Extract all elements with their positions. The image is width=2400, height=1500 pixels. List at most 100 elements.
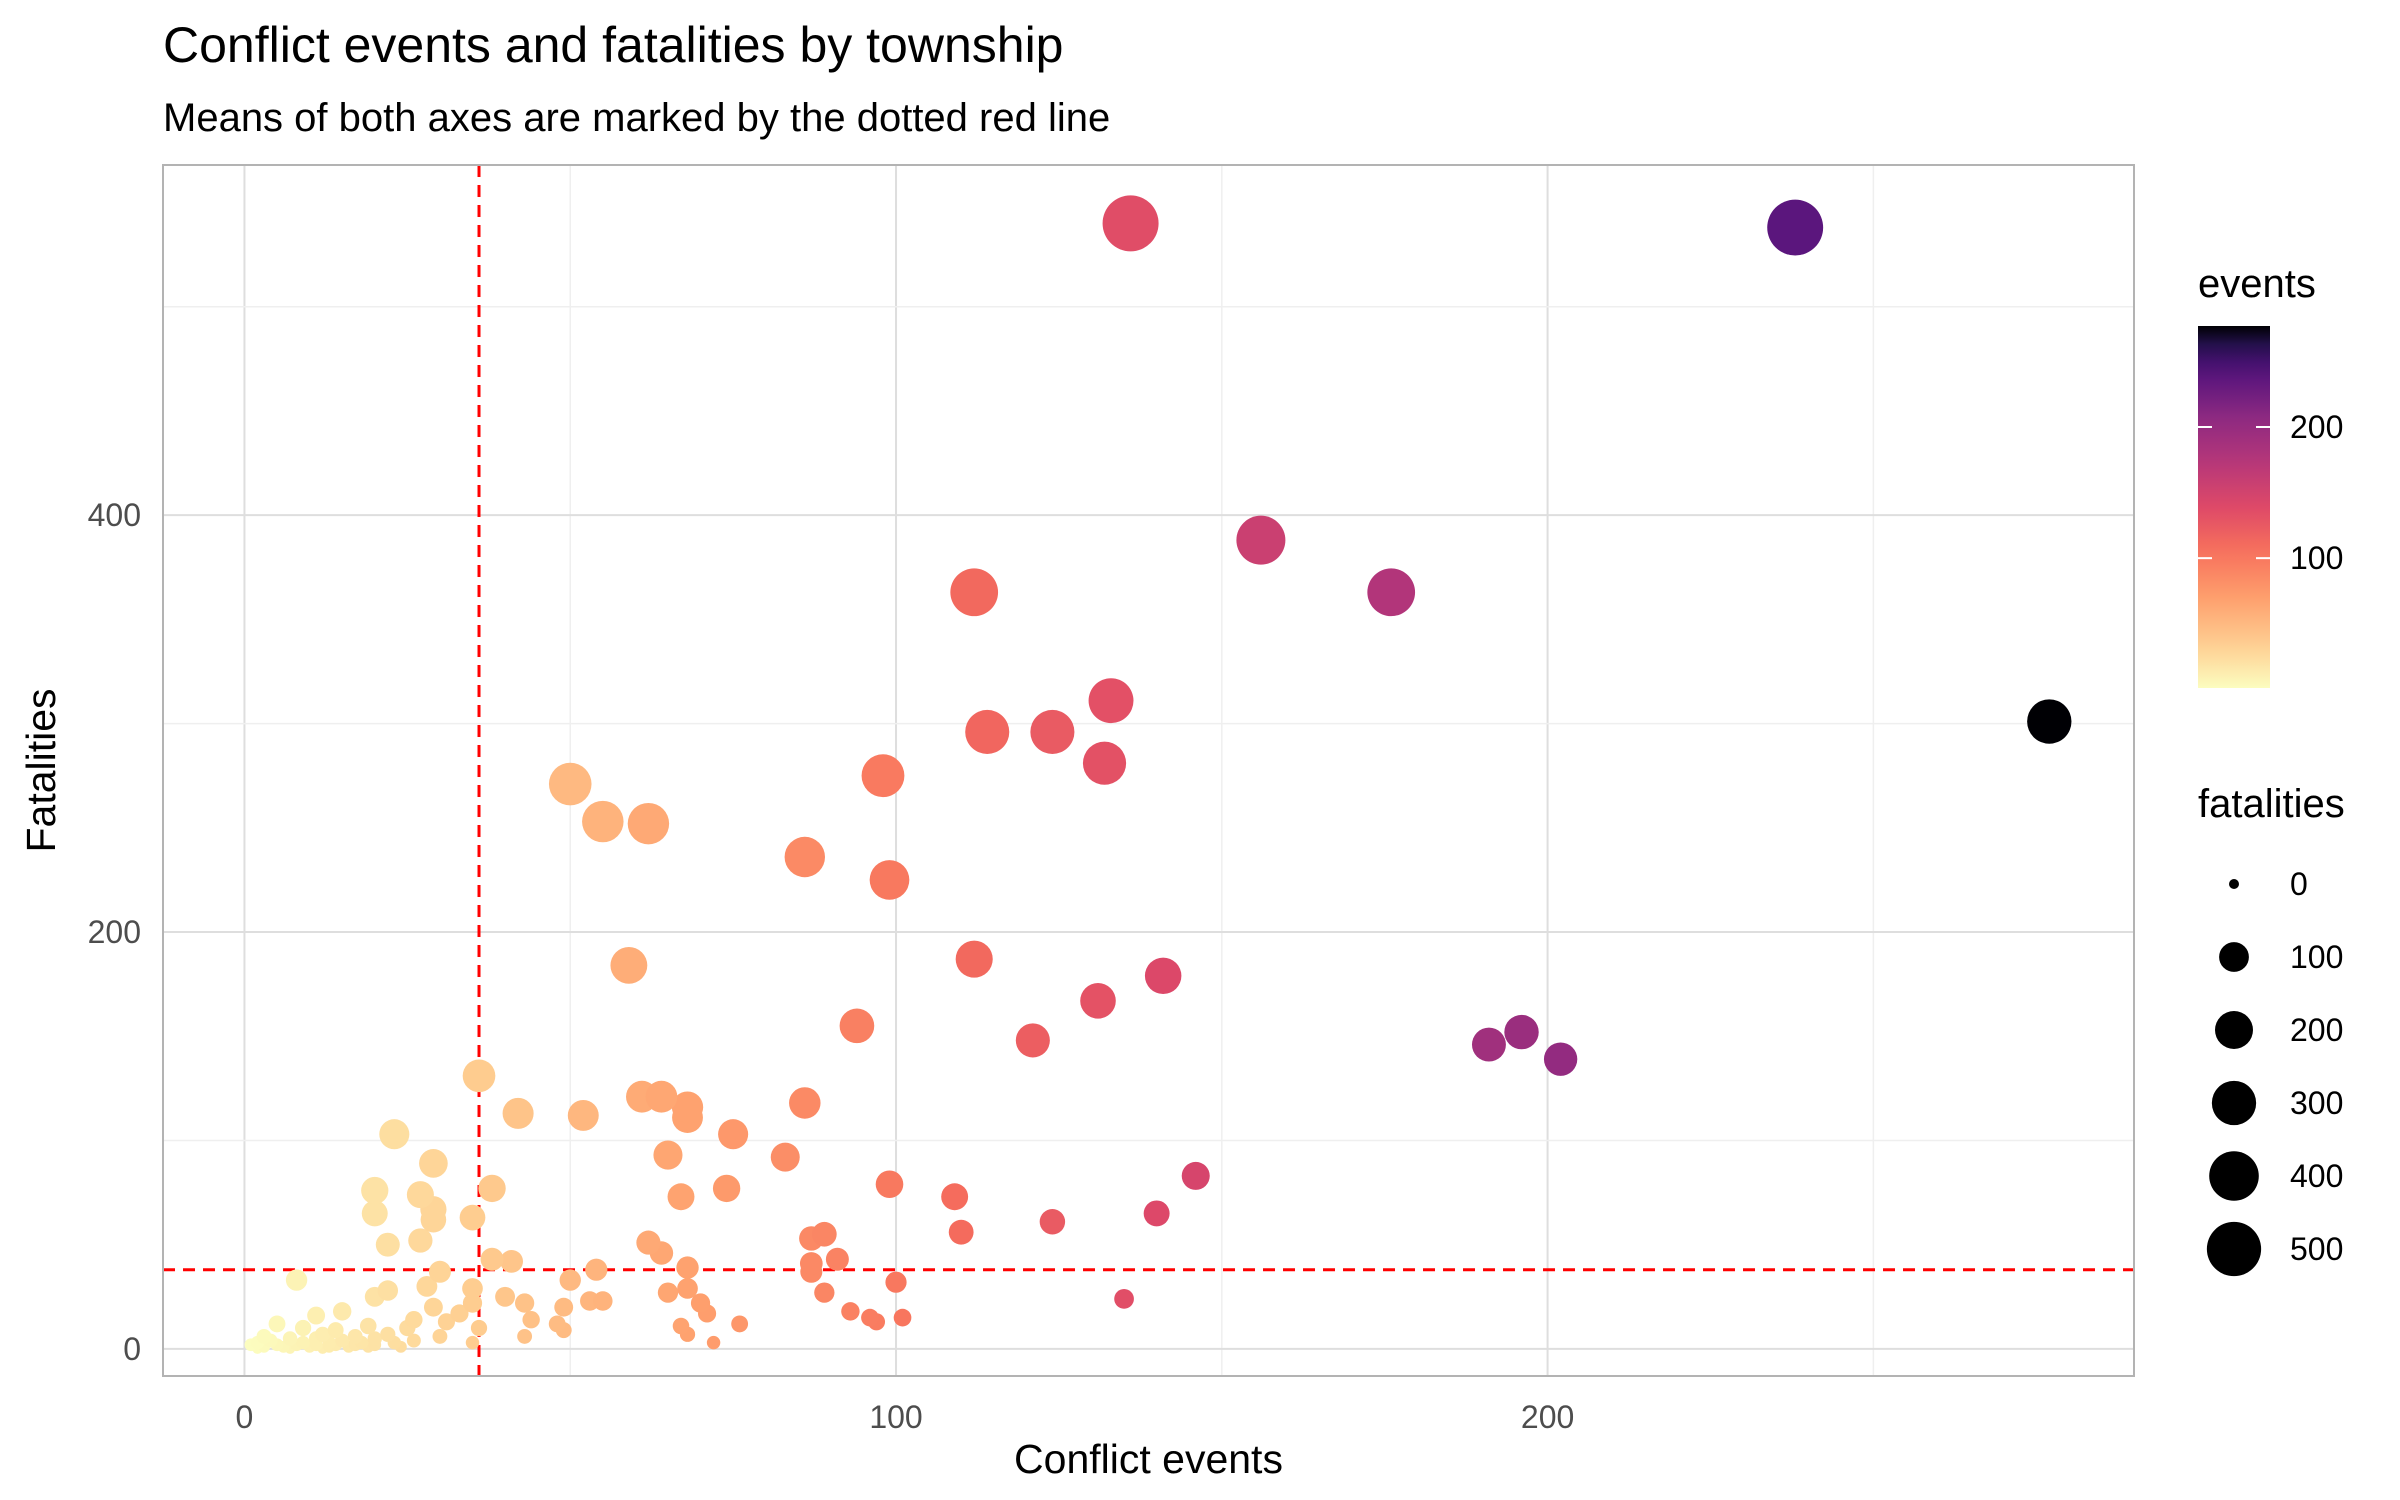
size-legend-title: fatalities [2198,782,2345,826]
data-point [500,1249,524,1273]
data-point [706,1335,721,1350]
data-point [582,800,624,843]
data-point [955,940,993,978]
size-legend-label: 200 [2290,1012,2343,1048]
data-point [965,709,1010,754]
data-point [347,1328,363,1344]
data-point [1367,568,1416,617]
data-point [861,754,905,798]
data-point [1543,1042,1578,1076]
data-point [361,1200,388,1227]
data-point [841,1302,860,1321]
size-legend-label: 400 [2290,1158,2343,1194]
data-point [1030,709,1075,754]
data-point [690,1293,711,1313]
x-tick-label: 200 [1521,1399,1574,1435]
data-point [950,568,999,617]
y-tick-label: 200 [88,914,141,950]
data-point [450,1304,469,1323]
data-point [893,1308,912,1327]
size-legend-key [2206,1221,2262,1277]
data-point [636,1230,661,1255]
y-tick-label: 0 [123,1331,141,1367]
x-axis-title: Conflict events [1014,1436,1283,1482]
data-point [825,1247,849,1271]
data-point [268,1315,286,1333]
data-point [405,1311,423,1329]
data-point [1504,1014,1539,1050]
x-tick-label: 0 [236,1399,254,1435]
y-axis-title: Fatalities [18,688,64,852]
data-point [1102,195,1159,252]
data-point [653,1140,683,1170]
panel-border [162,164,2135,1377]
data-point [731,1315,749,1333]
data-point [672,1317,690,1335]
data-point [332,1302,352,1321]
data-point [285,1269,308,1291]
data-point [861,1308,879,1327]
data-point [567,1099,599,1131]
data-point [514,1293,535,1313]
data-point [432,1328,448,1344]
data-point [812,1221,837,1247]
data-point [712,1174,741,1203]
data-point [559,1269,581,1291]
data-point [408,1228,433,1253]
data-point [294,1319,312,1337]
data-point [645,1080,678,1113]
data-point [423,1297,443,1317]
data-point [359,1317,377,1335]
size-legend-label: 100 [2290,939,2343,975]
data-point [375,1232,400,1257]
data-point [2027,699,2072,744]
data-point [1181,1161,1210,1190]
data-point [256,1328,272,1344]
data-point [315,1326,331,1342]
legend: events fatalities 100 200 0 100 200 300 400 500 [2198,262,2345,1277]
data-point [593,1291,613,1311]
mean-lines [163,165,2134,1376]
data-point [462,1278,483,1299]
axis-ticks: 0 100 200 0 200 400 [88,497,1575,1435]
data-point [465,1335,480,1350]
size-legend-label: 300 [2290,1085,2343,1121]
data-point [941,1183,969,1211]
data-point [677,1278,698,1299]
data-point [610,946,648,984]
data-point [718,1119,749,1150]
data-point [406,1181,434,1209]
data-point [667,1183,695,1211]
data-point [1144,957,1182,995]
color-legend-label: 100 [2290,540,2343,576]
data-point [437,1313,456,1331]
size-legend-label: 500 [2290,1231,2343,1267]
data-point [478,1174,506,1203]
data-point [462,1293,483,1313]
data-point [770,1142,800,1172]
data-point [296,1335,310,1350]
data-point [406,1333,421,1348]
grid-layer [163,165,2134,1376]
data-point [367,1331,382,1346]
data-point [361,1176,389,1205]
data-point [1015,1023,1050,1058]
data-point [517,1328,533,1344]
size-legend-key [2219,942,2249,972]
data-point [480,1247,504,1271]
data-point [502,1097,534,1129]
data-point [379,1119,410,1150]
data-point [282,1331,298,1346]
data-point [377,1280,399,1301]
points-layer [244,195,2072,1354]
data-point [1767,199,1824,256]
data-point [676,1256,699,1279]
data-point [799,1252,823,1275]
data-point [885,1271,907,1293]
data-point [327,1322,344,1339]
data-point [428,1260,451,1283]
data-point [1114,1289,1134,1309]
data-point [1471,1027,1506,1062]
